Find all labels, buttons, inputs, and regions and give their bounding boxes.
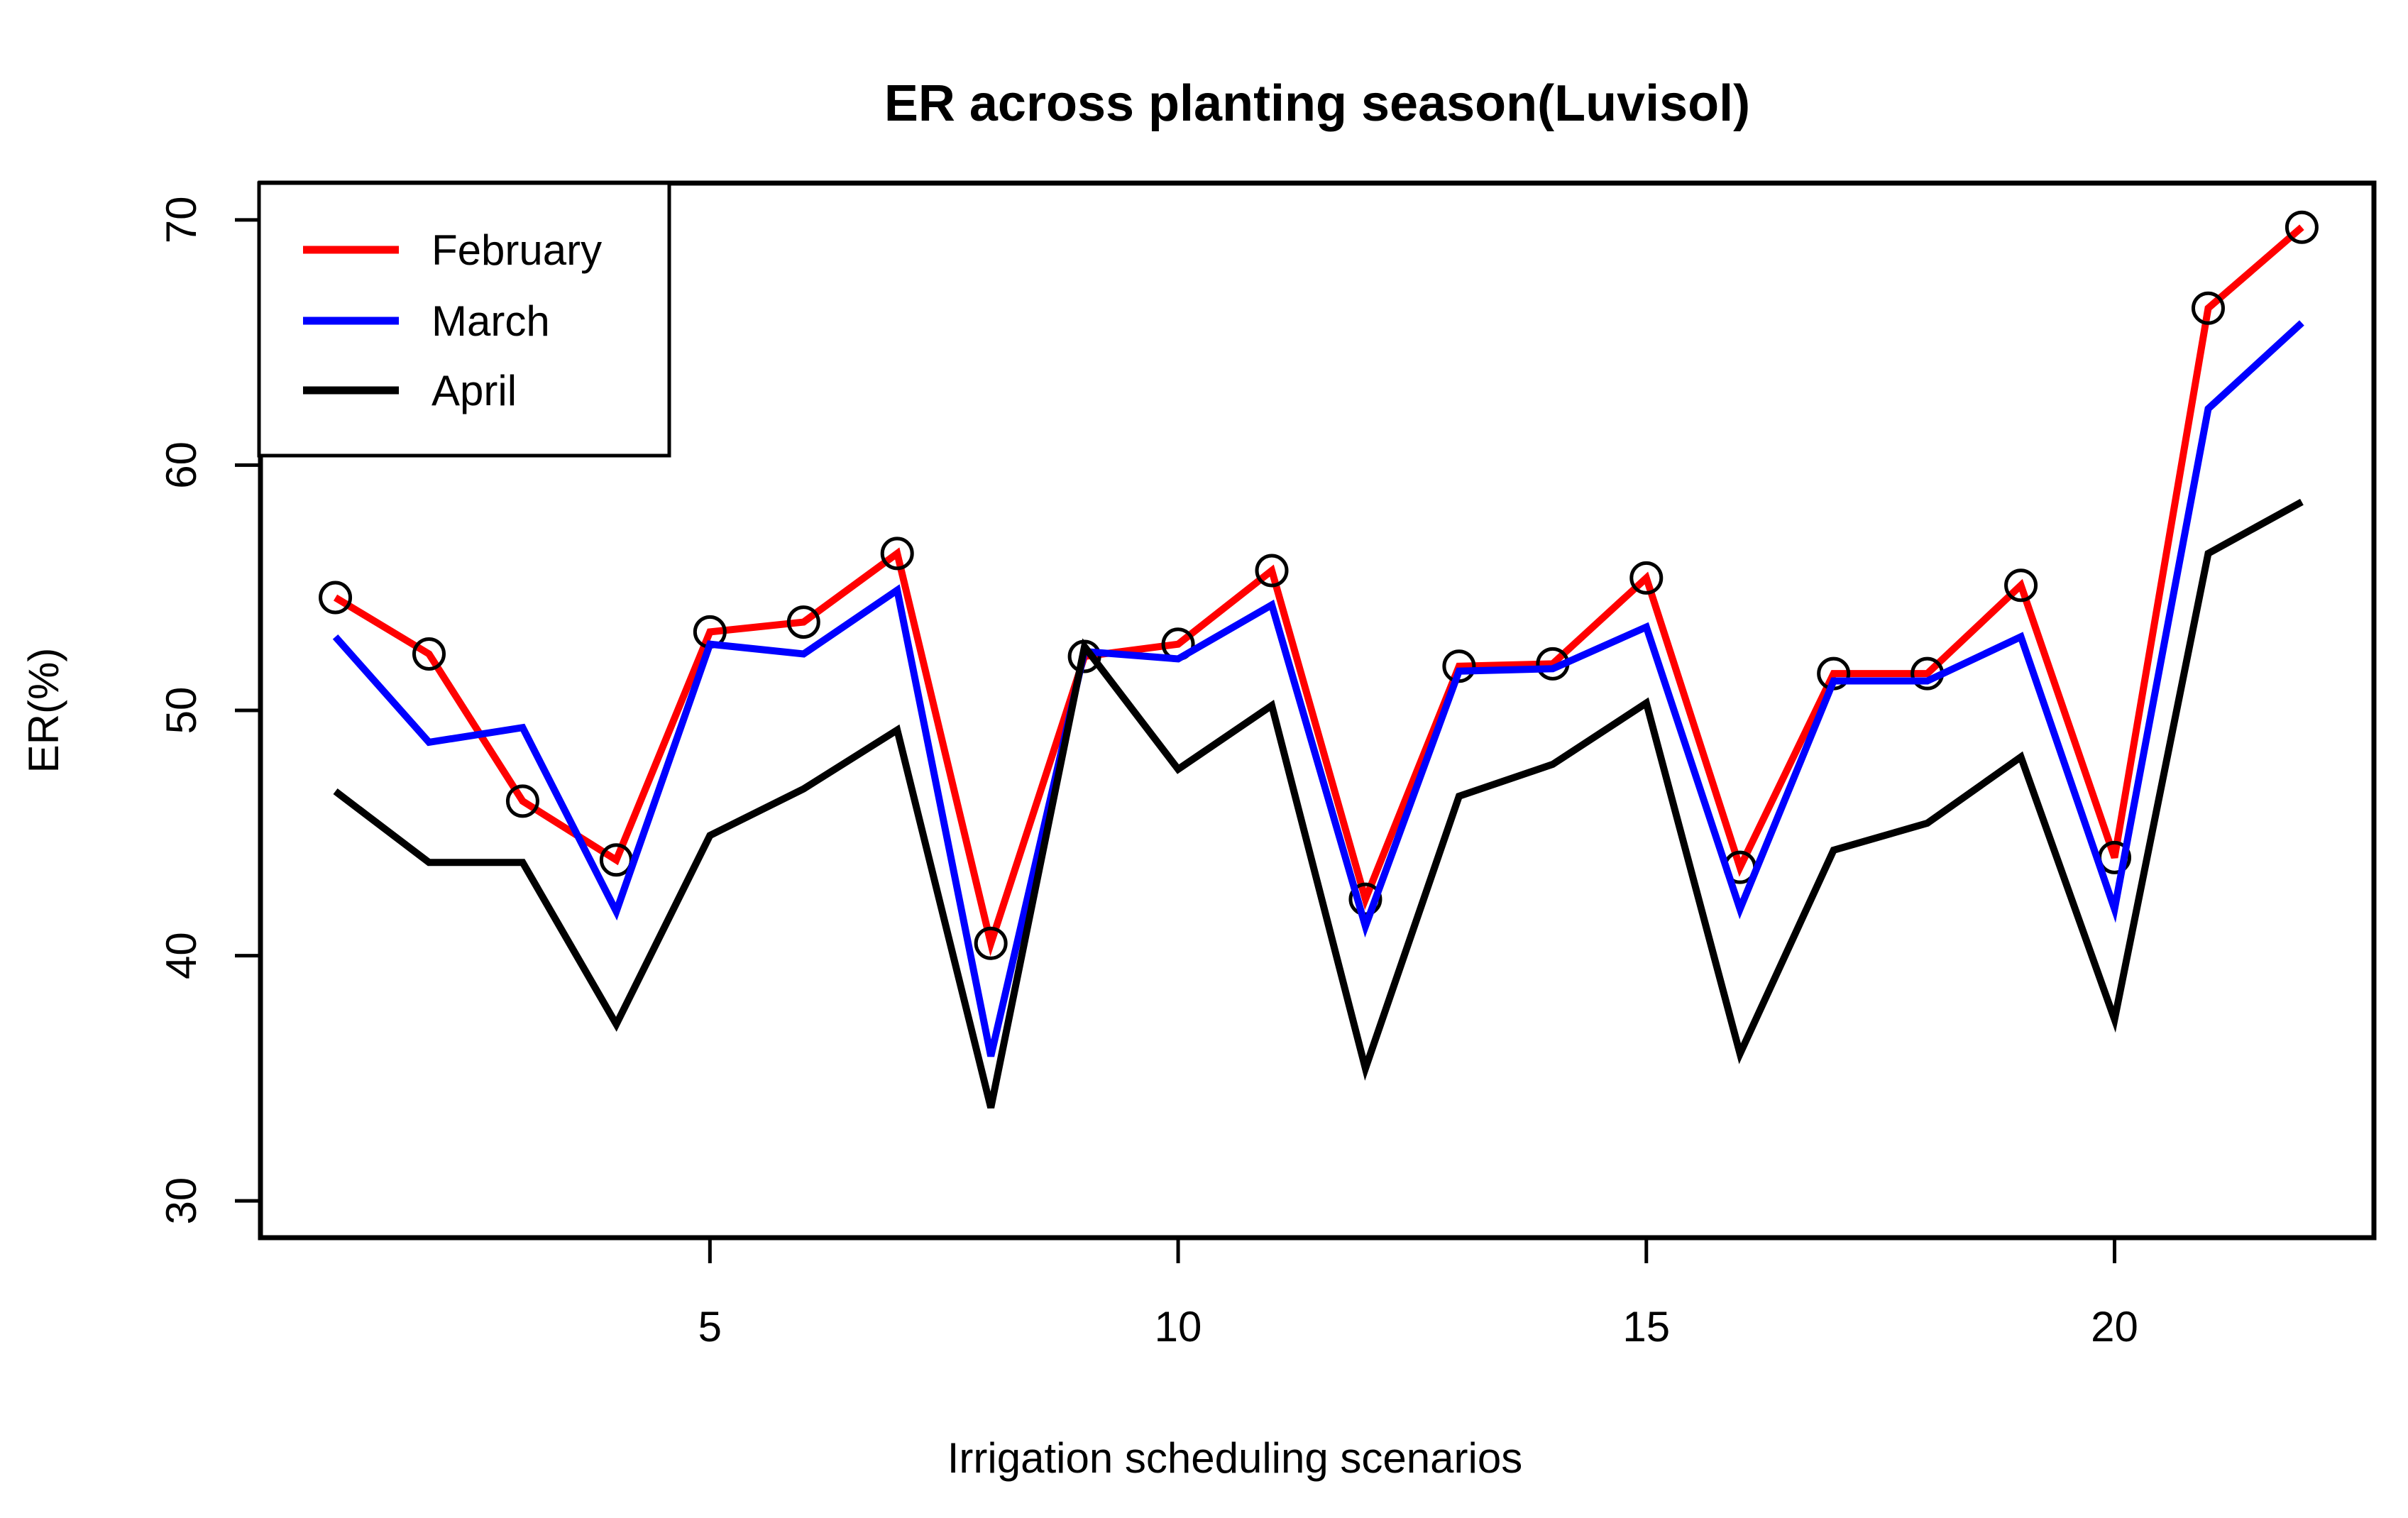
y-tick-label: 50 (158, 687, 205, 735)
x-tick-label: 20 (2091, 1303, 2138, 1351)
legend-item-label: March (431, 297, 550, 345)
legend-item-april: April (303, 367, 517, 414)
series-february-line (333, 224, 2304, 957)
series-march-line (332, 320, 2304, 1057)
data-point-marker (1255, 554, 1289, 588)
x-tick-label: 15 (1622, 1303, 1670, 1351)
x-axis-title: Irrigation scheduling scenarios (947, 1434, 1522, 1482)
data-point-marker (319, 581, 353, 615)
series-february-markers (319, 210, 2319, 960)
legend-item-march: March (303, 297, 550, 345)
x-tick-label: 10 (1155, 1303, 1202, 1351)
data-point-marker (880, 537, 914, 571)
data-point-marker (1629, 561, 1664, 595)
data-point-marker (505, 784, 539, 818)
plot-area-border (258, 180, 2377, 1241)
data-point-marker (412, 637, 446, 671)
data-point-marker (2285, 210, 2319, 244)
y-tick-label: 30 (158, 1177, 205, 1225)
legend-item-label: February (431, 226, 602, 274)
data-point-marker (786, 605, 820, 639)
legend-item-label: April (431, 367, 517, 414)
axes: 5 10 15 20 30 40 50 60 70 (158, 196, 2138, 1351)
legend-item-february: February (303, 226, 602, 274)
data-point-marker (974, 926, 1008, 960)
y-tick-label: 40 (158, 932, 205, 979)
chart-title: ER across planting season(Luvisol) (884, 75, 1750, 132)
y-tick-label: 70 (158, 196, 205, 243)
series-layer (319, 210, 2319, 1109)
x-tick-label: 5 (698, 1303, 722, 1351)
y-tick-label: 60 (158, 441, 205, 489)
legend: February March April (257, 181, 671, 458)
data-point-marker (2191, 291, 2225, 325)
series-april-line (333, 498, 2304, 1109)
data-point-marker (2004, 568, 2038, 603)
y-axis-title: ER(%) (20, 648, 67, 774)
